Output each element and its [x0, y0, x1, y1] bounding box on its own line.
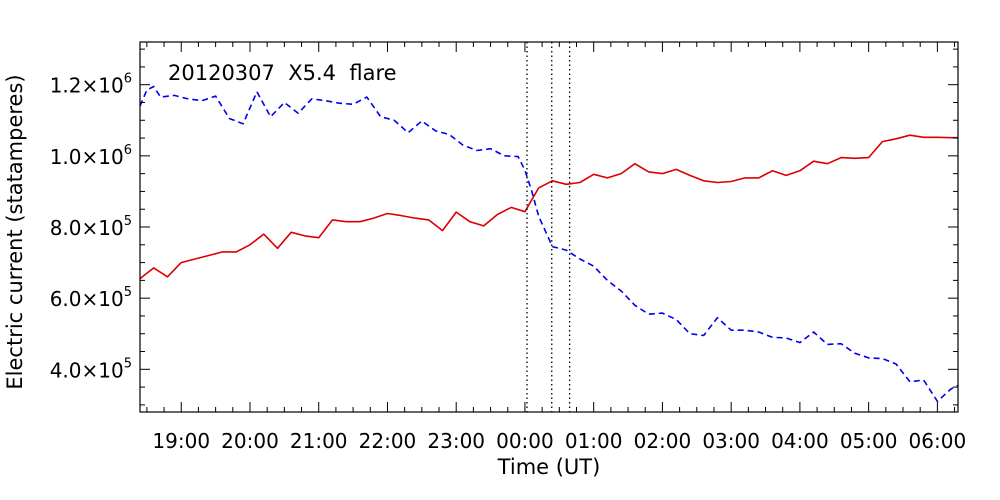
- series-line-blue-dashed: [139, 85, 959, 403]
- y-tick-label: 6.0×105: [50, 285, 132, 311]
- vline-layer: [526, 42, 571, 412]
- plot-frame: [139, 41, 959, 413]
- label-layer: 19:00 20:00 21:00 22:00 23:00 00:00 01:00 02:00…: [50, 72, 966, 453]
- y-tick-label: 4.0×105: [50, 356, 132, 382]
- y-axis-title: Electric current (statamperes): [3, 74, 27, 389]
- x-tick-label: 01:00: [565, 429, 623, 453]
- x-tick-label: 06:00: [909, 429, 967, 453]
- series-line-red-solid: [139, 134, 958, 280]
- x-tick-label: 04:00: [771, 429, 829, 453]
- y-tick-label: 1.2×106: [50, 72, 132, 98]
- x-axis-title: Time (UT): [497, 455, 601, 479]
- x-tick-label: 23:00: [427, 429, 485, 453]
- series-layer: [139, 85, 959, 403]
- x-tick-label: 05:00: [840, 429, 898, 453]
- x-tick-label: 21:00: [290, 429, 348, 453]
- x-tick-label: 00:00: [496, 429, 554, 453]
- x-tick-label: 19:00: [152, 429, 210, 453]
- chart-annotation: 20120307 X5.4 flare: [168, 61, 397, 85]
- y-tick-label: 8.0×105: [50, 214, 132, 240]
- x-tick-label: 02:00: [634, 429, 692, 453]
- x-tick-label: 20:00: [221, 429, 279, 453]
- tick-layer: [140, 42, 958, 412]
- x-tick-label: 03:00: [702, 429, 760, 453]
- x-tick-label: 22:00: [359, 429, 417, 453]
- y-tick-label: 1.0×106: [50, 143, 132, 169]
